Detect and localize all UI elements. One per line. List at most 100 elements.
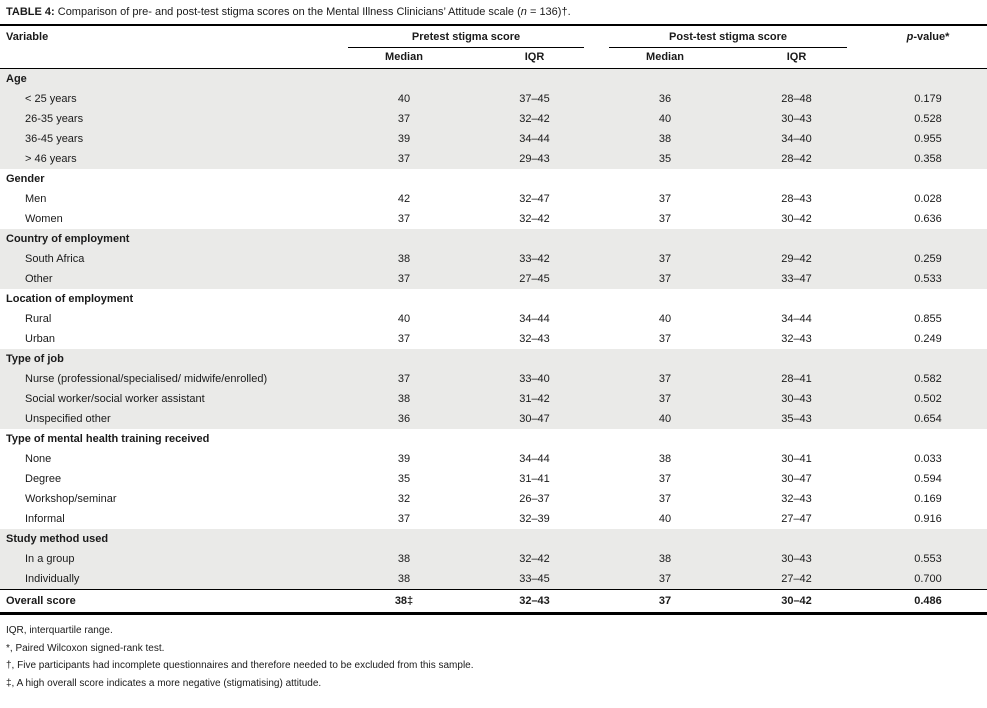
- table-title: TABLE 4: Comparison of pre- and post-tes…: [0, 0, 987, 26]
- table-title-suffix: = 136)†.: [526, 6, 571, 18]
- cell-posttest-iqr: 34–44: [781, 313, 812, 325]
- cell-pretest-iqr: 34–44: [519, 453, 550, 465]
- cell-p-value: 0.259: [869, 249, 987, 269]
- cell-pretest-iqr: 32–42: [519, 213, 550, 225]
- cell-pretest-iqr: 37–45: [463, 89, 606, 109]
- stigma-table: Variable Pretest stigma score Post-test …: [0, 26, 987, 615]
- cell-p-value: 0.594: [914, 473, 942, 485]
- row-label: Rural: [25, 313, 52, 325]
- cell-pretest-median: 37: [397, 333, 411, 345]
- footnote-double-dagger: ‡, A high overall score indicates a more…: [6, 677, 322, 689]
- cell-posttest-median: 35: [606, 149, 724, 169]
- table-row: Rural 40 34–44 40 34–44 0.855: [0, 309, 987, 329]
- cell-posttest-iqr: 30–43: [724, 549, 870, 569]
- table-body: Age < 25 years 40 37–45 36 28–48 0.179 26-35 ye…: [0, 68, 987, 590]
- cell-pretest-iqr: 32–39: [519, 513, 550, 525]
- cell-p-value: 0.955: [869, 129, 987, 149]
- row-label: In a group: [0, 549, 345, 569]
- cell-pretest-median: 40: [345, 89, 463, 109]
- cell-pretest-median: 32: [397, 493, 411, 505]
- cell-posttest-iqr: 34–40: [724, 129, 870, 149]
- cell-pretest-median: 39: [345, 129, 463, 149]
- row-label: 36-45 years: [0, 129, 345, 149]
- table-row: Women 37 32–42 37 30–42 0.636: [0, 209, 987, 229]
- cell-posttest-median: 37: [606, 249, 724, 269]
- cell-pretest-median: 39: [397, 453, 411, 465]
- section-header-row: Type of job: [0, 349, 987, 369]
- cell-posttest-iqr: 30–43: [724, 389, 870, 409]
- cell-pretest-iqr: 32–47: [519, 193, 550, 205]
- section-header-row: Location of employment: [0, 289, 987, 309]
- cell-posttest-iqr: 28–43: [781, 193, 812, 205]
- cell-posttest-iqr: 28–48: [724, 89, 870, 109]
- cell-p-value: 0.358: [869, 149, 987, 169]
- overall-pretest-iqr: 32–43: [463, 589, 606, 615]
- row-label: Women: [25, 213, 63, 225]
- section-header-row: Type of mental health training received: [0, 429, 987, 449]
- table-row: Unspecified other 36 30–47 40 35–43 0.654: [0, 409, 987, 429]
- row-label: Nurse (professional/specialised/ midwife…: [0, 369, 345, 389]
- cell-p-value: 0.502: [869, 389, 987, 409]
- column-header-variable: Variable: [6, 31, 49, 43]
- row-label: > 46 years: [0, 149, 345, 169]
- cell-pretest-median: 38: [345, 549, 463, 569]
- column-header-pretest-median: Median: [385, 51, 423, 63]
- cell-pretest-median: 37: [345, 109, 463, 129]
- cell-pretest-iqr: 30–47: [463, 409, 606, 429]
- cell-pretest-median: 38: [345, 249, 463, 269]
- cell-pretest-median: 38: [345, 389, 463, 409]
- section-label: Location of employment: [6, 293, 134, 305]
- cell-pretest-iqr: 33–42: [463, 249, 606, 269]
- cell-posttest-median: 36: [606, 89, 724, 109]
- cell-posttest-median: 40: [658, 313, 672, 325]
- cell-pretest-iqr: 34–44: [519, 313, 550, 325]
- section-header-row: Gender: [0, 169, 987, 189]
- column-group-pretest-label: Pretest stigma score: [348, 31, 584, 48]
- cell-posttest-iqr: 28–41: [724, 369, 870, 389]
- row-label: Social worker/social worker assistant: [0, 389, 345, 409]
- footnote-asterisk: *, Paired Wilcoxon signed-rank test.: [6, 642, 165, 654]
- row-label: Unspecified other: [0, 409, 345, 429]
- cell-p-value: 0.636: [914, 213, 942, 225]
- row-label: < 25 years: [0, 89, 345, 109]
- row-label: 26-35 years: [0, 109, 345, 129]
- cell-posttest-median: 37: [658, 193, 672, 205]
- cell-posttest-median: 38: [658, 453, 672, 465]
- cell-p-value: 0.855: [914, 313, 942, 325]
- row-label: Degree: [25, 473, 62, 485]
- section-header-row: Age: [0, 68, 987, 89]
- table-header: Variable Pretest stigma score Post-test …: [0, 26, 987, 69]
- table-title-number: TABLE 4:: [6, 6, 55, 18]
- overall-pretest-median: 38‡: [345, 589, 463, 615]
- cell-p-value: 0.582: [869, 369, 987, 389]
- row-label: Men: [25, 193, 47, 205]
- section-label: Type of mental health training received: [6, 433, 210, 445]
- cell-pretest-iqr: 33–45: [463, 569, 606, 590]
- overall-posttest-median: 37: [606, 589, 724, 615]
- cell-pretest-iqr: 26–37: [519, 493, 550, 505]
- cell-pretest-median: 40: [397, 313, 411, 325]
- row-label: Individually: [0, 569, 345, 590]
- cell-posttest-iqr: 27–42: [724, 569, 870, 590]
- cell-posttest-median: 37: [658, 333, 672, 345]
- table-row: Urban 37 32–43 37 32–43 0.249: [0, 329, 987, 349]
- group-header-row: Variable Pretest stigma score Post-test …: [0, 26, 987, 48]
- row-label: South Africa: [0, 249, 345, 269]
- cell-pretest-iqr: 27–45: [463, 269, 606, 289]
- row-label: Other: [0, 269, 345, 289]
- section-label: Type of job: [0, 349, 987, 369]
- cell-pretest-iqr: 32–43: [519, 333, 550, 345]
- cell-posttest-iqr: 27–47: [781, 513, 812, 525]
- cell-posttest-iqr: 30–47: [781, 473, 812, 485]
- cell-pretest-median: 37: [345, 149, 463, 169]
- cell-posttest-iqr: 32–43: [781, 333, 812, 345]
- section-label: Age: [0, 68, 987, 89]
- table-row: 36-45 years 39 34–44 38 34–40 0.955: [0, 129, 987, 149]
- cell-pretest-median: 35: [397, 473, 411, 485]
- cell-posttest-iqr: 28–42: [724, 149, 870, 169]
- table-row: < 25 years 40 37–45 36 28–48 0.179: [0, 89, 987, 109]
- cell-posttest-median: 37: [658, 213, 672, 225]
- cell-posttest-iqr: 35–43: [724, 409, 870, 429]
- cell-p-value: 0.533: [869, 269, 987, 289]
